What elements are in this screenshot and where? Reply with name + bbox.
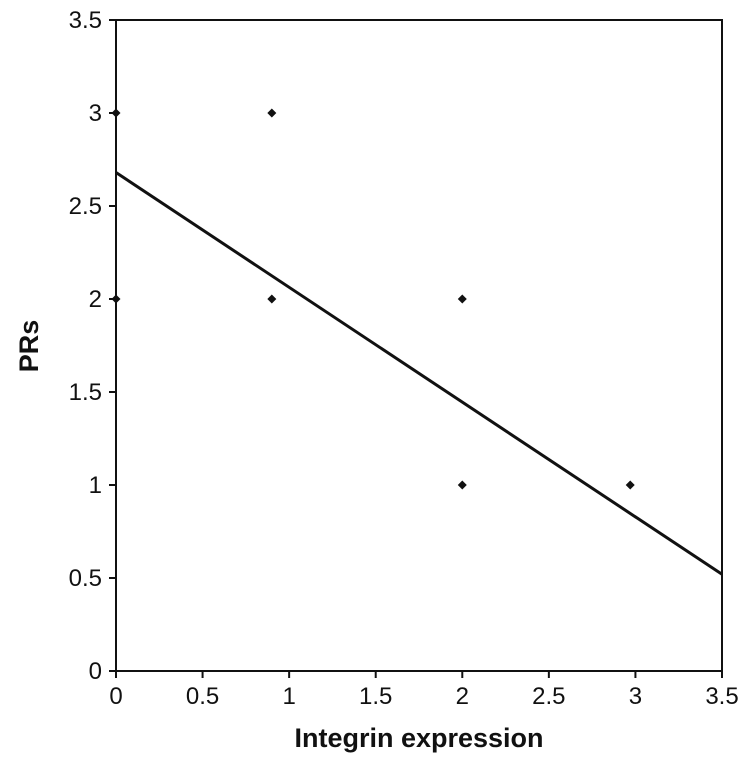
x-tick-label: 3 [629,683,642,710]
data-point [267,108,277,118]
trendline [115,171,723,576]
data-point [457,480,467,490]
data-point [111,108,121,118]
data-point [457,294,467,304]
x-axis-title: Integrin expression [294,723,543,753]
y-tick-label: 0 [89,658,102,685]
x-tick-label: 2 [456,683,469,710]
data-point [267,294,277,304]
y-tick-label: 3.5 [69,7,102,34]
data-points-layer [111,108,635,490]
x-tick-label: 0.5 [186,683,219,710]
x-tick-label: 3.5 [705,683,738,710]
y-tick-label: 1 [89,472,102,499]
y-axis-ticks: 0 0.5 1 1.5 2 2.5 3 3.5 [69,7,116,685]
y-tick-label: 0.5 [69,565,102,592]
x-tick-label: 2.5 [532,683,565,710]
y-tick-label: 2.5 [69,193,102,220]
x-axis-ticks: 0 0.5 1 1.5 2 2.5 3 3.5 [109,671,739,710]
trendline-layer [115,171,723,576]
y-tick-label: 3 [89,100,102,127]
x-tick-label: 1 [282,683,295,710]
data-point [111,294,121,304]
plot-frame [115,19,723,672]
y-tick-label: 2 [89,286,102,313]
data-point [625,480,635,490]
x-tick-label: 0 [109,683,122,710]
y-axis-title: PRs [14,320,44,373]
y-tick-label: 1.5 [69,379,102,406]
x-tick-label: 1.5 [359,683,392,710]
